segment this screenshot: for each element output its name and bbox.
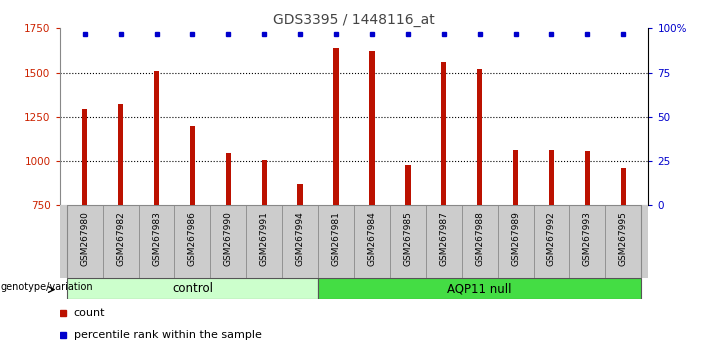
Bar — [118, 104, 123, 205]
Text: percentile rank within the sample: percentile rank within the sample — [74, 330, 261, 340]
Text: GSM267990: GSM267990 — [224, 211, 233, 266]
Bar — [441, 62, 447, 205]
Text: GSM267986: GSM267986 — [188, 211, 197, 266]
Text: GSM267988: GSM267988 — [475, 211, 484, 266]
Text: GSM267987: GSM267987 — [440, 211, 448, 266]
Bar — [318, 278, 641, 299]
Text: GSM267991: GSM267991 — [260, 211, 268, 266]
Bar — [513, 149, 518, 205]
Title: GDS3395 / 1448116_at: GDS3395 / 1448116_at — [273, 13, 435, 27]
Bar — [620, 168, 626, 205]
Text: GSM267981: GSM267981 — [332, 211, 341, 266]
Text: GSM267985: GSM267985 — [403, 211, 412, 266]
Bar — [154, 71, 159, 205]
Text: count: count — [74, 308, 105, 318]
Bar — [334, 48, 339, 205]
Text: genotype/variation: genotype/variation — [1, 282, 93, 292]
Bar — [549, 149, 554, 205]
Text: GSM267992: GSM267992 — [547, 211, 556, 266]
Text: AQP11 null: AQP11 null — [447, 282, 512, 295]
Text: GSM267993: GSM267993 — [583, 211, 592, 266]
Bar — [585, 152, 590, 205]
Text: GSM267994: GSM267994 — [296, 211, 305, 266]
Text: GSM267983: GSM267983 — [152, 211, 161, 266]
Text: GSM267995: GSM267995 — [619, 211, 628, 266]
Text: GSM267989: GSM267989 — [511, 211, 520, 266]
Bar — [369, 51, 374, 205]
Bar — [190, 126, 195, 205]
Text: GSM267984: GSM267984 — [367, 211, 376, 266]
Bar — [67, 278, 318, 299]
Bar — [226, 153, 231, 205]
Bar — [82, 109, 88, 205]
Bar — [297, 184, 303, 205]
Text: control: control — [172, 282, 213, 295]
Bar — [405, 166, 411, 205]
Text: GSM267980: GSM267980 — [80, 211, 89, 266]
Bar — [477, 69, 482, 205]
Bar — [261, 160, 267, 205]
Text: GSM267982: GSM267982 — [116, 211, 125, 266]
